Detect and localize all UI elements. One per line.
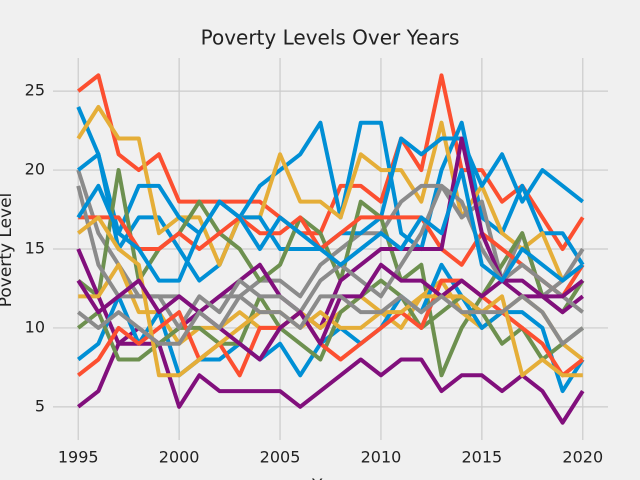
series-line xyxy=(76,294,585,346)
x-tick-label: 2000 xyxy=(159,448,200,467)
x-tick-label: 2015 xyxy=(462,448,503,467)
x-tick-label: 2020 xyxy=(562,448,603,467)
y-tick-label: 25 xyxy=(25,81,45,100)
series-line xyxy=(76,136,585,251)
series-line xyxy=(76,104,585,283)
series-line xyxy=(76,278,585,362)
y-tick-label: 10 xyxy=(25,317,45,336)
series-line xyxy=(76,341,585,425)
lines xyxy=(76,73,585,425)
x-axis-label: Year xyxy=(311,476,348,480)
series-line xyxy=(76,106,585,283)
series-line xyxy=(76,168,585,283)
x-tick-label: 1995 xyxy=(58,448,99,467)
chart-title: Poverty Levels Over Years xyxy=(201,26,460,50)
series-line xyxy=(78,215,585,299)
x-tick-label: 2005 xyxy=(260,448,301,467)
y-tick-label: 20 xyxy=(25,160,45,179)
series-line xyxy=(76,183,585,330)
series-line xyxy=(76,278,585,378)
y-tick-label: 5 xyxy=(35,396,45,415)
y-axis-label: Poverty Level xyxy=(0,193,16,308)
y-tick-label: 15 xyxy=(25,239,45,258)
x-tick-label: 2010 xyxy=(361,448,402,467)
series-line xyxy=(76,262,585,362)
